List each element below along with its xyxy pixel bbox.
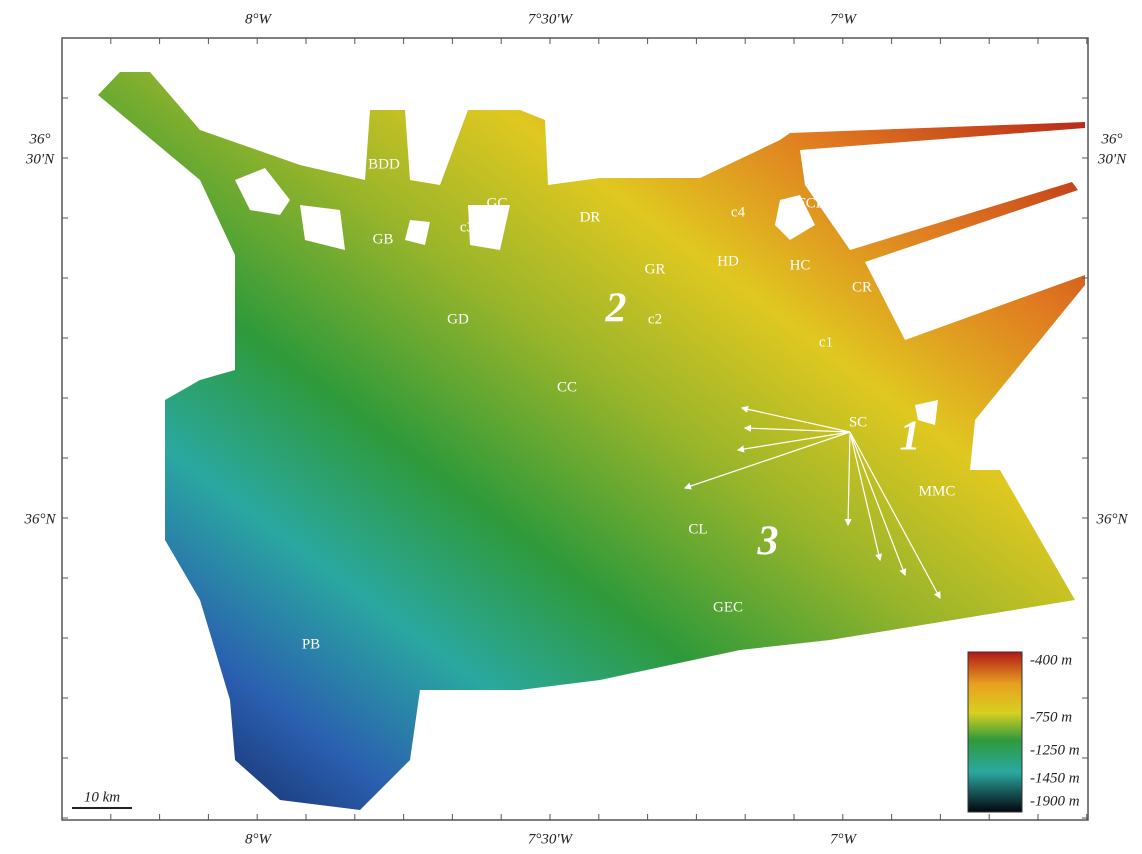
region-number: 2	[605, 286, 627, 332]
top-label: 7°30'W	[528, 11, 574, 27]
place-label: GB	[373, 231, 394, 247]
place-label: CL	[688, 521, 707, 537]
place-label: GEC	[713, 599, 743, 615]
place-label: GD	[447, 311, 469, 327]
place-label: c1	[819, 334, 833, 350]
legend-colorbar	[968, 652, 1022, 812]
side-label: 36°N	[23, 511, 56, 527]
bottom-label: 7°30'W	[528, 831, 574, 847]
bottom-label: 8°W	[245, 831, 272, 847]
place-label: HD	[717, 253, 739, 269]
legend-label: -750 m	[1030, 709, 1072, 725]
side-label: 36°	[29, 131, 51, 147]
top-label: 8°W	[245, 11, 272, 27]
place-label: MMC	[919, 483, 956, 499]
place-label: BDD	[368, 156, 400, 172]
place-label: FCD	[797, 195, 826, 211]
region-number: 1	[900, 414, 921, 460]
legend-label: -1450 m	[1030, 770, 1080, 786]
place-label: c2	[648, 311, 662, 327]
place-label: c3	[460, 219, 474, 235]
place-label: PB	[302, 636, 320, 652]
top-label: 7°W	[830, 11, 857, 27]
side-label: 30'N	[25, 151, 55, 167]
side-label: 30'N	[1097, 151, 1127, 167]
legend-label: -1250 m	[1030, 742, 1080, 758]
place-label: CC	[557, 379, 577, 395]
place-label: SC	[849, 414, 867, 430]
legend-label: -400 m	[1030, 652, 1072, 668]
map: 10 km 8°W 7°30'W 7°W 8°W 7°30'W 7°W 36° 30'N 36°…	[0, 0, 1142, 854]
region-number: 3	[757, 519, 779, 565]
place-label: DR	[580, 209, 601, 225]
side-label: 36°	[1101, 131, 1123, 147]
place-label: GC	[487, 195, 508, 211]
place-label: c4	[731, 204, 746, 220]
place-label: HC	[790, 257, 811, 273]
place-label: CR	[852, 279, 872, 295]
legend-label: -1900 m	[1030, 793, 1080, 809]
place-label: GR	[645, 261, 666, 277]
side-label: 36°N	[1095, 511, 1128, 527]
bottom-label: 7°W	[830, 831, 857, 847]
scale-bar-label: 10 km	[84, 789, 120, 805]
